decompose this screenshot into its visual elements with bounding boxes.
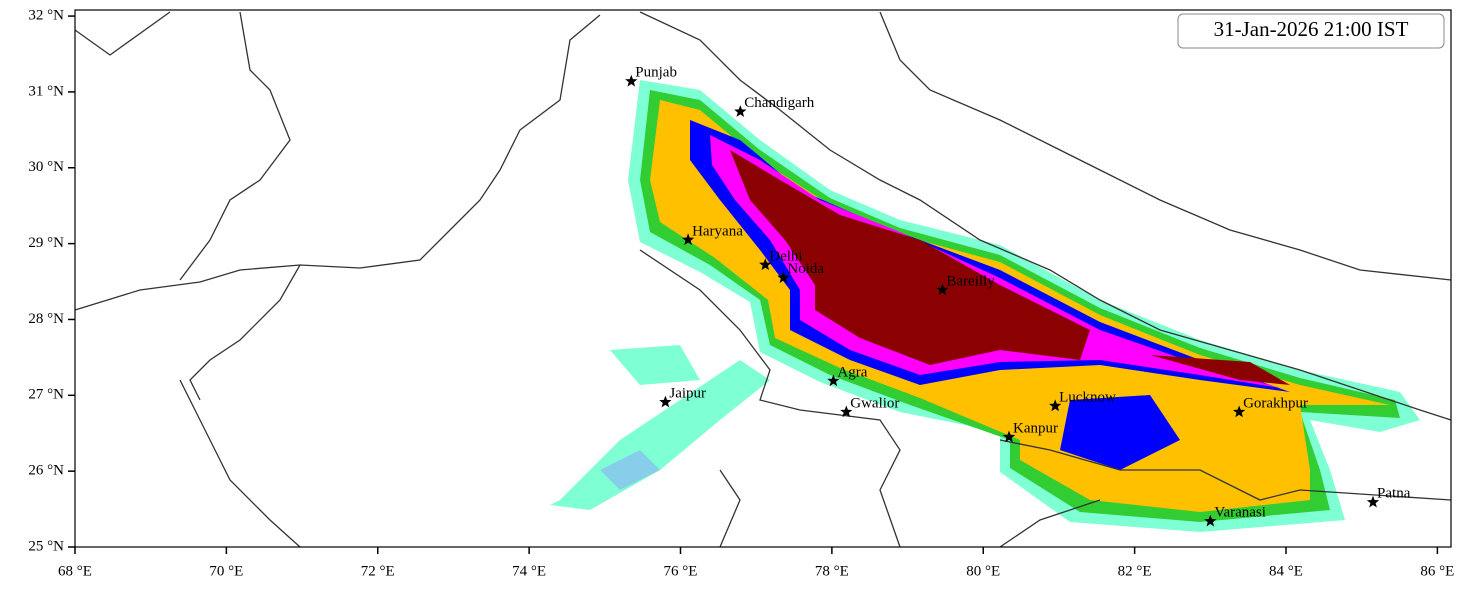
y-tick-label: 32 °N bbox=[28, 8, 64, 24]
city-marker bbox=[681, 233, 695, 246]
y-tick-label: 27 °N bbox=[28, 387, 64, 403]
city-label: Delhi bbox=[769, 248, 802, 264]
rainfall-field bbox=[550, 80, 1420, 532]
city-marker bbox=[1204, 514, 1217, 527]
map-title: 31-Jan-2026 21:00 IST bbox=[1214, 17, 1409, 41]
y-tick-label: 31 °N bbox=[28, 83, 64, 99]
overlay: 68 °E 70 °E 72 °E 74 °E 76 °E 78 °E 80 °E 82 °E… bbox=[28, 8, 1454, 580]
y-tick-label: 28 °N bbox=[28, 311, 64, 327]
city-marker bbox=[1366, 495, 1380, 508]
city-label: Agra bbox=[837, 364, 867, 380]
y-tick-label: 26 °N bbox=[28, 463, 64, 479]
boundaries bbox=[74, 11, 1452, 548]
city-marker bbox=[1002, 430, 1016, 443]
x-tick-label: 80 °E bbox=[966, 563, 1000, 579]
city-label: Bareilly bbox=[946, 273, 995, 289]
x-tick-label: 86 °E bbox=[1420, 563, 1454, 579]
x-tick-label: 82 °E bbox=[1118, 563, 1152, 579]
city-label: Noida bbox=[787, 261, 824, 277]
x-tick-label: 78 °E bbox=[815, 563, 849, 579]
frame bbox=[74, 9, 1452, 548]
city-marker bbox=[936, 283, 949, 296]
city-marker bbox=[759, 258, 772, 271]
x-tick-label: 68 °E bbox=[58, 563, 92, 579]
y-tick-label: 25 °N bbox=[28, 538, 64, 554]
city-label: Chandigarh bbox=[744, 95, 814, 111]
city-label: Haryana bbox=[692, 223, 743, 239]
x-tick-label: 70 °E bbox=[209, 563, 243, 579]
city-label: Patna bbox=[1377, 486, 1411, 502]
x-tick-label: 74 °E bbox=[512, 563, 546, 579]
city-marker bbox=[777, 271, 790, 283]
title-box bbox=[1177, 13, 1445, 49]
city-label: Gorakhpur bbox=[1243, 395, 1308, 411]
city-label: Kanpur bbox=[1013, 420, 1058, 436]
city-marker bbox=[625, 74, 638, 87]
y-tick-label: 29 °N bbox=[28, 235, 64, 251]
city-label: Punjab bbox=[635, 65, 677, 81]
city-marker bbox=[659, 395, 672, 408]
x-tick-label: 72 °E bbox=[361, 563, 395, 579]
x-tick-label: 84 °E bbox=[1269, 563, 1303, 579]
city-marker bbox=[827, 374, 840, 387]
city-label: Jaipur bbox=[669, 386, 706, 402]
city-label: Lucknow bbox=[1059, 389, 1116, 405]
y-tick-label: 30 °N bbox=[28, 159, 64, 175]
city-marker bbox=[734, 105, 747, 117]
city-label: Varanasi bbox=[1214, 505, 1266, 521]
city-marker bbox=[840, 405, 853, 418]
city-marker bbox=[1049, 399, 1062, 412]
city-label: Gwalior bbox=[850, 395, 899, 411]
city-marker bbox=[1232, 405, 1246, 418]
x-tick-label: 76 °E bbox=[664, 563, 698, 579]
